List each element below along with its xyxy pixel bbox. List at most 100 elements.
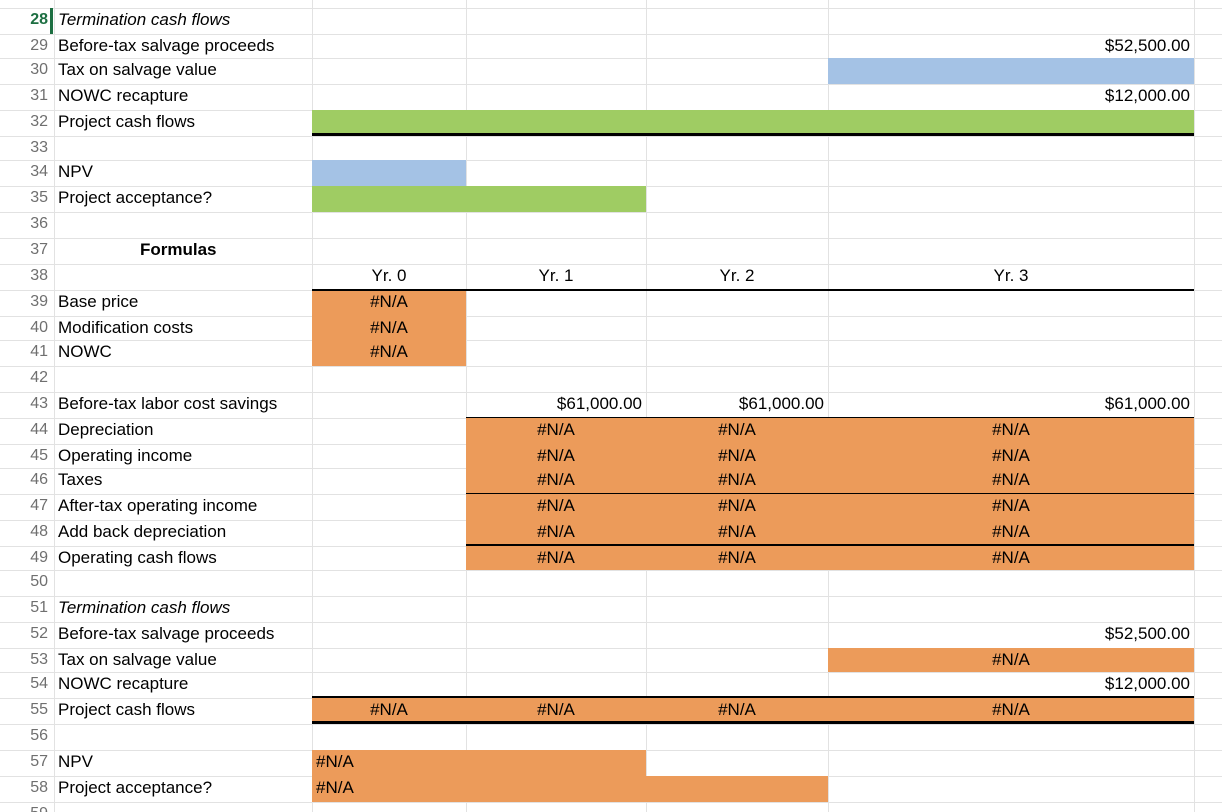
cell-ocf-yr3[interactable]: #N/A	[992, 548, 1030, 567]
row-header-40[interactable]: 40	[30, 319, 48, 336]
cell-project-cf-yr2[interactable]: #N/A	[718, 700, 756, 719]
cell-tax-on-salvage-yr3[interactable]: #N/A	[992, 650, 1030, 669]
cell-operating-income-yr2[interactable]: #N/A	[718, 446, 756, 465]
cell-nowc-recapture-yr3[interactable]: $12,000.00	[1104, 86, 1190, 105]
cell-operating-income-yr3[interactable]: #N/A	[992, 446, 1030, 465]
cell-after-tax-income-yr2[interactable]: #N/A	[718, 496, 756, 515]
row-header-47[interactable]: 47	[30, 497, 48, 514]
cell-salvage-proceeds-yr3-2[interactable]: $52,500.00	[1104, 624, 1190, 643]
cell-ocf-yr1[interactable]: #N/A	[537, 548, 575, 567]
row-header-57[interactable]: 57	[30, 753, 48, 770]
row-header-31[interactable]: 31	[30, 87, 48, 104]
tax-on-salvage-input-cell[interactable]	[828, 58, 1194, 84]
cell-label-termination-cash-flows-2[interactable]: Termination cash flows	[58, 598, 231, 617]
row-header-38[interactable]: 38	[30, 267, 48, 284]
cell-label-termination-cash-flows[interactable]: Termination cash flows	[58, 10, 231, 29]
cell-after-tax-income-yr3[interactable]: #N/A	[992, 496, 1030, 515]
row-header-46[interactable]: 46	[30, 471, 48, 488]
cell-depreciation-yr2[interactable]: #N/A	[718, 420, 756, 439]
cell-add-back-dep-yr1[interactable]: #N/A	[537, 522, 575, 541]
cell-after-tax-income-yr1[interactable]: #N/A	[537, 496, 575, 515]
cell-labor-savings-yr2[interactable]: $61,000.00	[738, 394, 824, 413]
row-header-35[interactable]: 35	[30, 189, 48, 206]
cell-label-operating-cash-flows[interactable]: Operating cash flows	[58, 548, 217, 567]
cell-label-npv[interactable]: NPV	[58, 162, 93, 181]
header-yr-3[interactable]: Yr. 3	[993, 266, 1029, 285]
cell-project-cf-yr1[interactable]: #N/A	[537, 700, 575, 719]
row-header-45[interactable]: 45	[30, 447, 48, 464]
cell-label-project-acceptance[interactable]: Project acceptance?	[58, 188, 213, 207]
cell-label-project-cash-flows[interactable]: Project cash flows	[58, 112, 195, 131]
cell-label-operating-income[interactable]: Operating income	[58, 446, 193, 465]
row-header-32[interactable]: 32	[30, 113, 48, 130]
cell-add-back-dep-yr2[interactable]: #N/A	[718, 522, 756, 541]
row-header-48[interactable]: 48	[30, 523, 48, 540]
project-cash-flows-input-row[interactable]	[312, 110, 1194, 134]
cell-depreciation-yr3[interactable]: #N/A	[992, 420, 1030, 439]
cell-project-cf-yr3[interactable]: #N/A	[992, 700, 1030, 719]
row-header-51[interactable]: 51	[30, 599, 48, 616]
row-header-43[interactable]: 43	[30, 395, 48, 412]
row-header-56[interactable]: 56	[30, 727, 48, 744]
row-header-41[interactable]: 41	[30, 343, 48, 360]
cell-label-before-tax-salvage[interactable]: Before-tax salvage proceeds	[58, 36, 275, 55]
cell-formulas-heading[interactable]: Formulas	[140, 240, 217, 259]
row-header-30[interactable]: 30	[30, 61, 48, 78]
cell-label-depreciation[interactable]: Depreciation	[58, 420, 154, 439]
project-acceptance-input-cell[interactable]	[312, 186, 646, 212]
cell-project-cf-yr0[interactable]: #N/A	[370, 700, 408, 719]
cell-operating-income-yr1[interactable]: #N/A	[537, 446, 575, 465]
cell-label-add-back-depreciation[interactable]: Add back depreciation	[58, 522, 227, 541]
header-yr-0[interactable]: Yr. 0	[371, 266, 407, 285]
cell-labor-savings-yr3[interactable]: $61,000.00	[1104, 394, 1190, 413]
cell-label-taxes[interactable]: Taxes	[58, 470, 103, 489]
row-header-39[interactable]: 39	[30, 293, 48, 310]
cell-label-before-tax-salvage-2[interactable]: Before-tax salvage proceeds	[58, 624, 275, 643]
cell-depreciation-yr1[interactable]: #N/A	[537, 420, 575, 439]
cell-label-nowc[interactable]: NOWC	[58, 342, 112, 361]
npv-input-cell[interactable]	[312, 160, 466, 186]
row-header-53[interactable]: 53	[30, 651, 48, 668]
cell-label-labor-cost-savings[interactable]: Before-tax labor cost savings	[58, 394, 278, 413]
cell-label-base-price[interactable]: Base price	[58, 292, 139, 311]
row-header-33[interactable]: 33	[30, 139, 48, 156]
cell-label-project-acceptance-2[interactable]: Project acceptance?	[58, 778, 213, 797]
row-header-37[interactable]: 37	[30, 241, 48, 258]
cell-label-modification-costs[interactable]: Modification costs	[58, 318, 194, 337]
cell-taxes-yr2[interactable]: #N/A	[718, 470, 756, 489]
row-header-54[interactable]: 54	[30, 675, 48, 692]
cell-label-project-cash-flows-2[interactable]: Project cash flows	[58, 700, 195, 719]
cell-nowc-yr0[interactable]: #N/A	[370, 342, 408, 361]
cell-label-after-tax-operating-income[interactable]: After-tax operating income	[58, 496, 258, 515]
row-header-58[interactable]: 58	[30, 779, 48, 796]
row-header-28[interactable]: 28	[30, 11, 48, 28]
header-yr-1[interactable]: Yr. 1	[538, 266, 574, 285]
cell-label-tax-on-salvage[interactable]: Tax on salvage value	[58, 60, 217, 79]
row-header-36[interactable]: 36	[30, 215, 48, 232]
row-header-50[interactable]: 50	[30, 573, 48, 590]
row-header-29[interactable]: 29	[30, 37, 48, 54]
cell-labor-savings-yr1[interactable]: $61,000.00	[556, 394, 642, 413]
cell-acceptance-formula[interactable]: #N/A	[316, 778, 354, 797]
cell-label-nowc-recapture[interactable]: NOWC recapture	[58, 86, 189, 105]
cell-npv-formula[interactable]: #N/A	[316, 752, 354, 771]
row-header-49[interactable]: 49	[30, 549, 48, 566]
row-header-44[interactable]: 44	[30, 421, 48, 438]
cell-modification-costs-yr0[interactable]: #N/A	[370, 318, 408, 337]
row-header-42[interactable]: 42	[30, 369, 48, 386]
row-header-59[interactable]: 59	[0, 801, 48, 812]
cell-salvage-proceeds-yr3[interactable]: $52,500.00	[1104, 36, 1190, 55]
cell-ocf-yr2[interactable]: #N/A	[718, 548, 756, 567]
cell-label-npv-2[interactable]: NPV	[58, 752, 93, 771]
cell-taxes-yr1[interactable]: #N/A	[537, 470, 575, 489]
cell-label-nowc-recapture-2[interactable]: NOWC recapture	[58, 674, 189, 693]
cell-nowc-recapture-yr3-2[interactable]: $12,000.00	[1104, 674, 1190, 693]
row-header-52[interactable]: 52	[30, 625, 48, 642]
header-yr-2[interactable]: Yr. 2	[719, 266, 755, 285]
cell-label-tax-on-salvage-2[interactable]: Tax on salvage value	[58, 650, 217, 669]
cell-base-price-yr0[interactable]: #N/A	[370, 292, 408, 311]
cell-add-back-dep-yr3[interactable]: #N/A	[992, 522, 1030, 541]
cell-taxes-yr3[interactable]: #N/A	[992, 470, 1030, 489]
row-header-55[interactable]: 55	[30, 701, 48, 718]
row-header-34[interactable]: 34	[30, 163, 48, 180]
